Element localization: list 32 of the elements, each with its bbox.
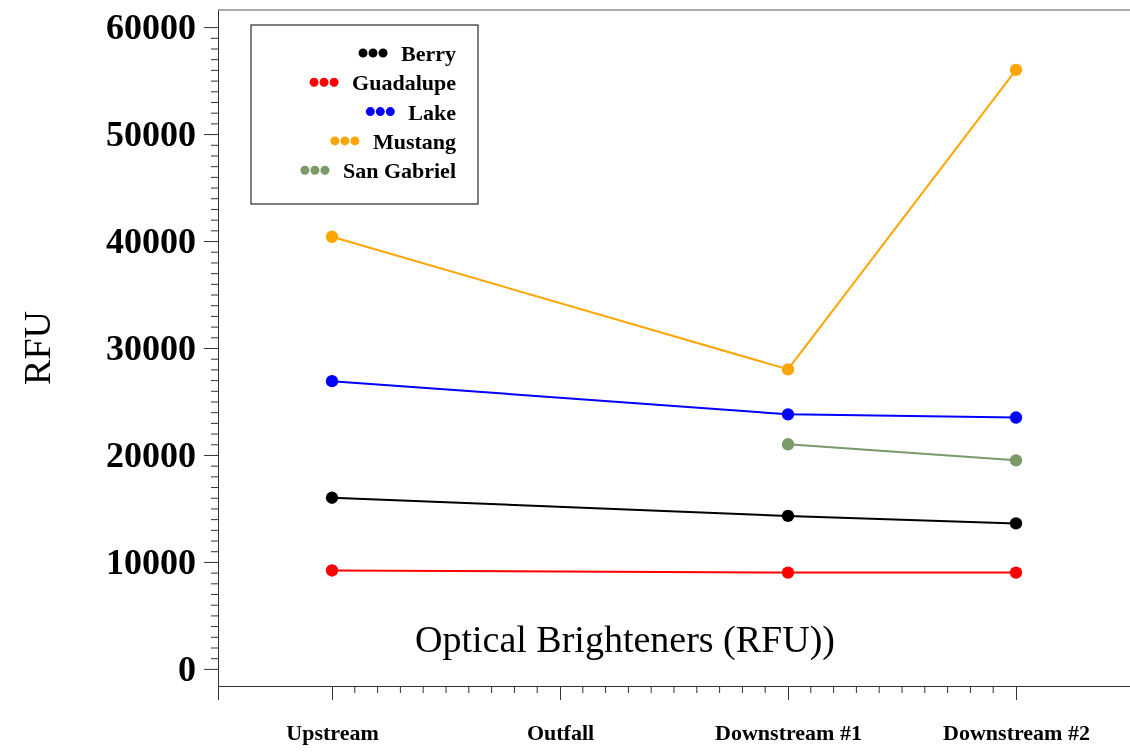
point [325,374,339,388]
point [325,491,339,504]
y-tick-label: 30000 [106,328,196,369]
x-tick-label: Outfall [526,719,595,745]
y-tick-label: 50000 [106,114,196,155]
x-tick-label: Downstream #2 [943,719,1090,745]
point [781,363,795,376]
point [325,564,339,577]
text: Optical Brighteners (RFU)) [414,618,836,661]
y-tick-label: 10000 [106,541,196,582]
x-tick-label: Downstream #1 [715,719,862,745]
legend-label: San Gabriel [342,158,456,184]
y-axis-title: RFU [16,311,58,385]
point [325,230,339,243]
y-tick-label: 20000 [106,434,196,475]
point [1009,517,1023,530]
point [781,566,795,579]
y-tick-label: 60000 [106,7,196,48]
point [1009,63,1023,77]
y-tick-label: 0 [178,648,196,689]
point [1009,454,1023,467]
legend-label: Guadalupe [352,70,457,96]
point [781,408,795,421]
point [1009,411,1023,424]
point [781,509,795,523]
legend-label: Lake [408,99,457,125]
legend-label: Mustang [372,128,456,154]
point [1009,566,1023,579]
x-tick-label: Upstream [286,719,379,745]
y-tick-label: 40000 [106,221,196,262]
legend-label: Berry [401,41,456,66]
point [781,438,795,451]
